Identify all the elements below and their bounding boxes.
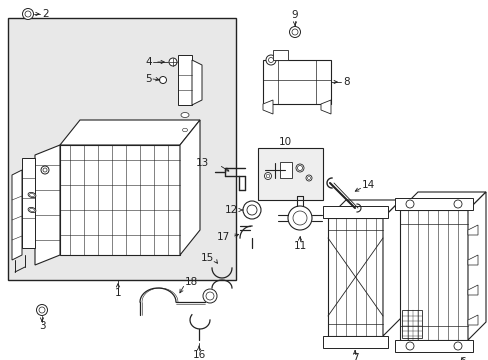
Circle shape (295, 164, 304, 172)
Ellipse shape (28, 207, 36, 213)
Polygon shape (192, 60, 202, 105)
Text: 10: 10 (278, 137, 291, 147)
Text: 16: 16 (192, 350, 205, 360)
Text: 8: 8 (342, 77, 349, 87)
Circle shape (43, 168, 47, 172)
Circle shape (265, 55, 275, 65)
Bar (258, 148, 323, 200)
Text: 17: 17 (216, 232, 229, 242)
Text: 6: 6 (459, 357, 466, 360)
Polygon shape (399, 192, 485, 210)
Polygon shape (399, 210, 467, 340)
Polygon shape (60, 145, 180, 255)
Text: 2: 2 (42, 9, 48, 19)
Circle shape (246, 205, 257, 215)
Circle shape (169, 58, 177, 66)
Polygon shape (178, 55, 192, 105)
Text: 11: 11 (293, 241, 306, 251)
Text: 5: 5 (145, 74, 152, 84)
Bar (8, 18, 236, 280)
Polygon shape (323, 336, 387, 348)
Circle shape (39, 307, 45, 313)
Circle shape (292, 211, 306, 225)
Polygon shape (180, 120, 200, 255)
Ellipse shape (29, 193, 34, 197)
Circle shape (264, 172, 271, 180)
Circle shape (291, 29, 297, 35)
Circle shape (453, 200, 461, 208)
Polygon shape (467, 315, 477, 325)
Circle shape (243, 201, 261, 219)
Text: 13: 13 (195, 158, 208, 168)
Polygon shape (263, 60, 330, 104)
Polygon shape (327, 200, 400, 218)
Polygon shape (35, 145, 60, 265)
Circle shape (405, 200, 413, 208)
Circle shape (22, 9, 34, 19)
Circle shape (453, 342, 461, 350)
Text: 1: 1 (115, 288, 121, 298)
Circle shape (37, 305, 47, 315)
Polygon shape (467, 192, 485, 340)
Ellipse shape (182, 128, 187, 132)
Polygon shape (60, 120, 200, 145)
Circle shape (289, 27, 300, 37)
Ellipse shape (190, 88, 196, 92)
Polygon shape (382, 200, 400, 336)
Text: 12: 12 (224, 205, 238, 215)
Bar (280, 162, 291, 178)
Circle shape (159, 77, 166, 84)
Circle shape (203, 289, 217, 303)
Polygon shape (320, 100, 330, 114)
Ellipse shape (181, 112, 189, 117)
Bar (22, 158, 35, 248)
Polygon shape (323, 206, 387, 218)
Polygon shape (327, 218, 382, 336)
Polygon shape (12, 170, 22, 260)
Text: 3: 3 (39, 321, 45, 331)
Polygon shape (394, 198, 472, 210)
Text: 18: 18 (184, 277, 198, 287)
Polygon shape (467, 225, 477, 235)
Polygon shape (467, 255, 477, 265)
Circle shape (287, 206, 311, 230)
Circle shape (25, 11, 31, 17)
Polygon shape (467, 285, 477, 295)
Circle shape (205, 292, 214, 300)
Ellipse shape (190, 68, 196, 72)
Text: 14: 14 (361, 180, 374, 190)
Circle shape (297, 166, 302, 171)
Bar (401, 310, 421, 338)
Circle shape (307, 176, 310, 180)
Ellipse shape (187, 86, 198, 94)
Ellipse shape (28, 192, 36, 198)
Circle shape (268, 58, 273, 63)
Ellipse shape (29, 208, 34, 212)
Circle shape (405, 342, 413, 350)
Circle shape (41, 166, 49, 174)
Text: 9: 9 (291, 10, 298, 20)
Circle shape (265, 174, 269, 178)
Polygon shape (394, 340, 472, 352)
Polygon shape (263, 100, 272, 114)
Text: 4: 4 (145, 57, 152, 67)
Text: 7: 7 (351, 353, 358, 360)
Polygon shape (272, 50, 287, 60)
Circle shape (305, 175, 311, 181)
Text: 15: 15 (201, 253, 214, 263)
Ellipse shape (187, 67, 198, 73)
